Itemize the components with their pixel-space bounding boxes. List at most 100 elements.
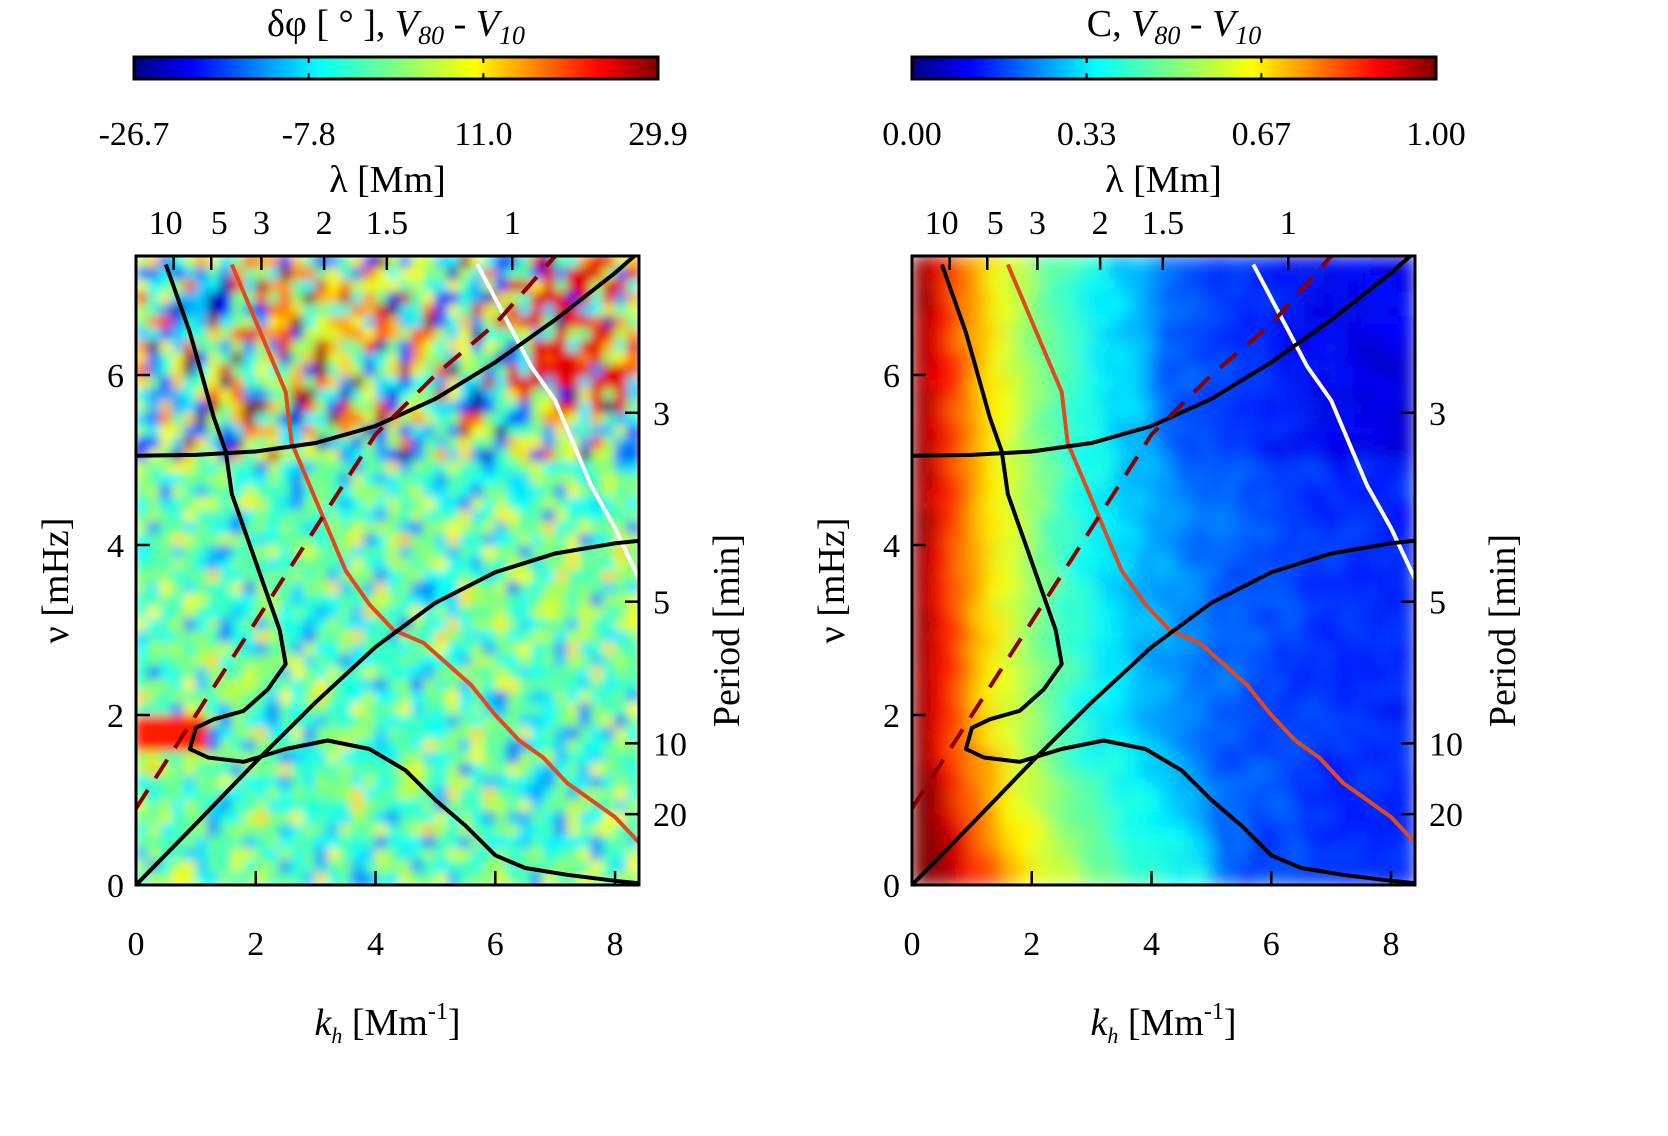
heatmap-cell bbox=[971, 860, 985, 874]
heatmap-cell bbox=[602, 860, 617, 874]
heatmap-cell bbox=[482, 787, 497, 802]
heatmap-cell bbox=[923, 315, 937, 330]
heatmap-cell bbox=[1103, 279, 1117, 294]
heatmap-cell bbox=[602, 424, 617, 439]
heatmap-cell bbox=[566, 848, 581, 862]
heatmap-cell bbox=[1378, 824, 1393, 838]
heatmap-cell bbox=[147, 256, 161, 270]
heatmap-cell bbox=[291, 872, 305, 885]
heatmap-cell bbox=[1043, 376, 1057, 391]
heatmap-cell bbox=[267, 848, 281, 862]
heatmap-cell bbox=[566, 400, 581, 415]
heatmap-cell bbox=[446, 412, 461, 427]
heatmap-cell bbox=[1390, 727, 1405, 741]
heatmap-cell bbox=[983, 606, 997, 620]
heatmap-cell bbox=[363, 291, 377, 306]
heatmap-cell bbox=[554, 824, 569, 838]
heatmap-cell bbox=[398, 860, 413, 874]
heatmap-cell bbox=[1007, 485, 1021, 499]
heatmap-cell bbox=[1330, 570, 1345, 584]
heatmap-cell bbox=[1103, 787, 1117, 802]
heatmap-cell bbox=[267, 799, 281, 814]
heatmap-cell bbox=[1186, 570, 1201, 584]
heatmap-cell bbox=[279, 340, 293, 354]
heatmap-cell bbox=[351, 328, 365, 342]
heatmap-cell bbox=[542, 630, 557, 645]
heatmap-cell bbox=[530, 824, 545, 838]
heatmap-cell bbox=[959, 485, 973, 499]
heatmap-cell bbox=[243, 570, 257, 584]
heatmap-cell bbox=[243, 388, 257, 403]
heatmap-cell bbox=[327, 267, 341, 282]
heatmap-cell bbox=[147, 775, 161, 790]
heatmap-cell bbox=[1007, 666, 1021, 681]
heatmap-cell bbox=[303, 582, 317, 596]
heatmap-cell bbox=[1103, 400, 1117, 415]
heatmap-cell bbox=[1222, 424, 1237, 439]
heatmap-cell bbox=[1342, 364, 1357, 378]
heatmap-cell bbox=[339, 872, 353, 885]
heatmap-cell bbox=[398, 352, 413, 366]
heatmap-cell bbox=[971, 654, 985, 669]
heatmap-cell bbox=[1378, 303, 1393, 318]
heatmap-cell bbox=[1198, 545, 1213, 560]
heatmap-cell bbox=[971, 509, 985, 524]
heatmap-cell bbox=[351, 606, 365, 620]
heatmap-cell bbox=[398, 594, 413, 608]
heatmap-cell bbox=[1402, 860, 1415, 874]
heatmap-cell bbox=[1163, 775, 1177, 790]
heatmap-cell bbox=[446, 303, 461, 318]
heatmap-cell bbox=[1294, 545, 1309, 560]
heatmap-cell bbox=[995, 291, 1009, 306]
heatmap-cell bbox=[470, 388, 485, 403]
heatmap-cell bbox=[303, 497, 317, 512]
heatmap-cell bbox=[1306, 279, 1321, 294]
heatmap-cell bbox=[1127, 388, 1141, 403]
heatmap-cell bbox=[291, 521, 305, 536]
heatmap-cell bbox=[398, 545, 413, 560]
heatmap-cell bbox=[1390, 618, 1405, 632]
heatmap-cell bbox=[923, 703, 937, 717]
heatmap-cell bbox=[518, 594, 533, 608]
x-tick-label: 6 bbox=[487, 926, 504, 963]
heatmap-cell bbox=[159, 485, 173, 499]
white-contour bbox=[475, 263, 639, 580]
heatmap-cell bbox=[1043, 836, 1057, 850]
heatmap-cell bbox=[1151, 461, 1165, 475]
heatmap-cell bbox=[1390, 364, 1405, 378]
heatmap-cell bbox=[614, 678, 629, 693]
heatmap-cell bbox=[1282, 412, 1297, 427]
heatmap-cell bbox=[602, 775, 617, 790]
heatmap-cell bbox=[458, 533, 473, 548]
heatmap-cell bbox=[1330, 449, 1345, 463]
heatmap-cell bbox=[1270, 340, 1285, 354]
heatmap-cell bbox=[983, 739, 997, 753]
heatmap-cell bbox=[339, 824, 353, 838]
heatmap-cell bbox=[1306, 436, 1321, 451]
heatmap-cell bbox=[375, 678, 389, 693]
heatmap-cell bbox=[1258, 727, 1273, 741]
heatmap-cell bbox=[578, 666, 593, 681]
heatmap-cell bbox=[410, 666, 425, 681]
heatmap-cell bbox=[983, 666, 997, 681]
heatmap-cell bbox=[446, 521, 461, 536]
heatmap-cell bbox=[530, 654, 545, 669]
heatmap-cell bbox=[195, 848, 209, 862]
heatmap-cell bbox=[1366, 678, 1381, 693]
heatmap-cell bbox=[1198, 799, 1213, 814]
heatmap-cell bbox=[1222, 836, 1237, 850]
heatmap-cell bbox=[1067, 424, 1081, 439]
heatmap-cell bbox=[434, 352, 449, 366]
heatmap-cell bbox=[1354, 279, 1369, 294]
heatmap-cell bbox=[518, 388, 533, 403]
heatmap-cell bbox=[1234, 836, 1249, 850]
heatmap-cell bbox=[959, 545, 973, 560]
heatmap-cell bbox=[1007, 848, 1021, 862]
heatmap-cell bbox=[1031, 545, 1045, 560]
heatmap-cell bbox=[363, 763, 377, 778]
heatmap-cell bbox=[602, 388, 617, 403]
heatmap-cell bbox=[1007, 872, 1021, 885]
top-tick-label: 1 bbox=[1280, 205, 1297, 242]
heatmap-cell bbox=[1390, 630, 1405, 645]
heatmap-cell bbox=[339, 364, 353, 378]
